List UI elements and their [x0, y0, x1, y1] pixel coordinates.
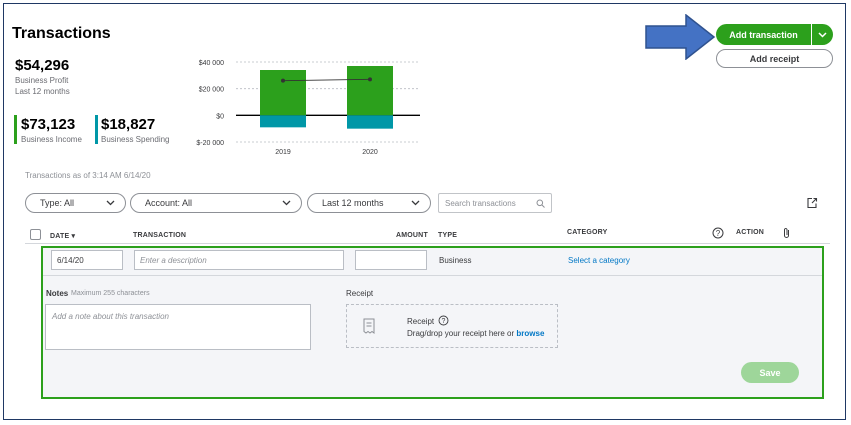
search-input[interactable]: Search transactions [438, 193, 552, 213]
help-icon[interactable]: ? [438, 315, 449, 326]
income-color-bar [14, 115, 17, 144]
svg-text:?: ? [716, 229, 721, 238]
receipt-dropzone[interactable] [346, 304, 558, 348]
y-tick-label: $40 000 [199, 60, 224, 67]
paperclip-icon[interactable] [782, 227, 791, 239]
chevron-down-icon [411, 200, 420, 206]
income-spending-chart: $40 000 $20 000 $0 $-20 000 2019 2020 [196, 60, 420, 156]
receipt-title: Receipt [407, 317, 435, 326]
spending-value: $18,827 [101, 116, 156, 133]
notes-textarea[interactable]: Add a note about this transaction [45, 304, 311, 350]
type-filter-label: Type: All [40, 198, 75, 208]
amount-field[interactable] [355, 250, 427, 270]
type-filter[interactable]: Type: All [25, 193, 126, 213]
period-filter[interactable]: Last 12 months [307, 193, 431, 213]
y-tick-label: $20 000 [199, 87, 224, 94]
account-filter-label: Account: All [145, 198, 193, 208]
spending-label: Business Spending [101, 135, 170, 144]
help-icon[interactable]: ? [712, 227, 724, 239]
receipt-label: Receipt [346, 289, 374, 298]
chevron-down-icon [282, 200, 291, 206]
page-title: Transactions [12, 25, 111, 42]
y-tick-label: $0 [216, 113, 224, 120]
notes-label: Notes [46, 289, 69, 298]
transactions-as-of: Transactions as of 3:14 AM 6/14/20 [25, 171, 151, 180]
description-field[interactable]: Enter a description [134, 250, 344, 270]
profit-label: Business Profit [15, 76, 69, 85]
select-category-link[interactable]: Select a category [568, 256, 630, 265]
header-divider [25, 243, 830, 244]
add-transaction-button[interactable]: Add transaction [716, 24, 811, 45]
profit-point-2020 [368, 77, 372, 82]
export-icon[interactable] [806, 197, 818, 209]
account-filter[interactable]: Account: All [130, 193, 302, 213]
income-label: Business Income [21, 135, 82, 144]
profit-point-2019 [281, 78, 285, 83]
chevron-down-icon [106, 200, 115, 206]
profit-line [282, 78, 371, 82]
search-placeholder: Search transactions [445, 198, 516, 208]
income-bar-2019 [260, 70, 306, 116]
svg-text:?: ? [442, 318, 446, 325]
profit-period: Last 12 months [15, 87, 70, 96]
row-divider [43, 275, 822, 276]
y-tick-label: $-20 000 [196, 140, 224, 147]
window-frame [3, 3, 846, 420]
browse-link[interactable]: browse [516, 329, 545, 338]
notes-hint: Maximum 255 characters [71, 290, 150, 297]
x-tick-label: 2020 [362, 149, 378, 156]
action-column-header: ACTION [736, 229, 765, 236]
add-receipt-button[interactable]: Add receipt [716, 49, 833, 68]
date-column-header[interactable]: DATE ▾ [50, 233, 76, 240]
spending-bar-2019 [260, 115, 306, 128]
profit-value: $54,296 [15, 57, 70, 74]
receipt-icon [363, 318, 375, 334]
type-column-header[interactable]: TYPE [438, 232, 458, 239]
annotation-arrow-icon [645, 14, 716, 60]
category-column-header[interactable]: CATEGORY [567, 229, 608, 236]
save-button[interactable]: Save [741, 362, 799, 383]
receipt-instructions: Drag/drop your receipt here or [407, 329, 515, 338]
transaction-column-header[interactable]: TRANSACTION [133, 232, 187, 239]
amount-column-header[interactable]: AMOUNT [396, 232, 428, 239]
x-tick-label: 2019 [275, 149, 291, 156]
spending-color-bar [95, 115, 98, 144]
spending-bar-2020 [347, 115, 393, 129]
date-field[interactable]: 6/14/20 [51, 250, 123, 270]
add-transaction-dropdown[interactable] [812, 24, 833, 45]
period-filter-label: Last 12 months [322, 198, 384, 208]
search-icon [536, 199, 545, 208]
chevron-down-icon [818, 31, 827, 38]
income-bar-2020 [347, 66, 393, 116]
select-all-checkbox[interactable] [30, 229, 41, 240]
type-value[interactable]: Business [439, 256, 472, 265]
income-value: $73,123 [21, 116, 76, 133]
